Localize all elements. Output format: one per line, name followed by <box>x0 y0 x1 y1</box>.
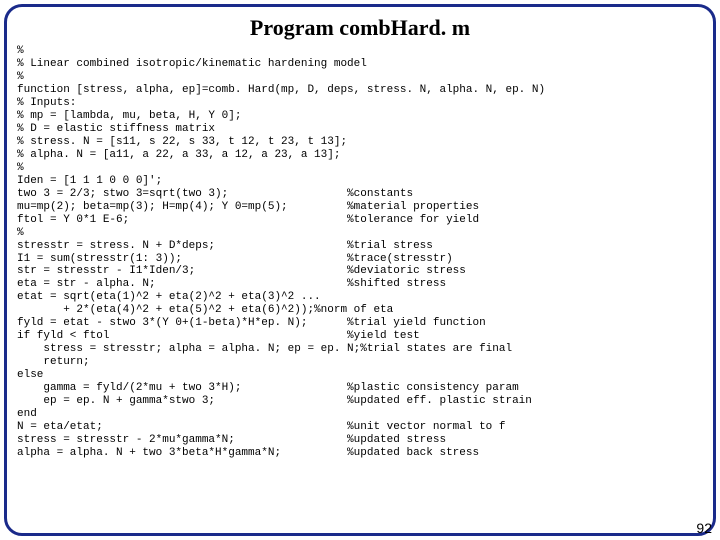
slide-frame: Program combHard. m % % Linear combined … <box>4 4 716 536</box>
slide-title: Program combHard. m <box>17 15 703 41</box>
code-block: % % Linear combined isotropic/kinematic … <box>17 45 703 460</box>
page-number: 92 <box>696 520 712 536</box>
